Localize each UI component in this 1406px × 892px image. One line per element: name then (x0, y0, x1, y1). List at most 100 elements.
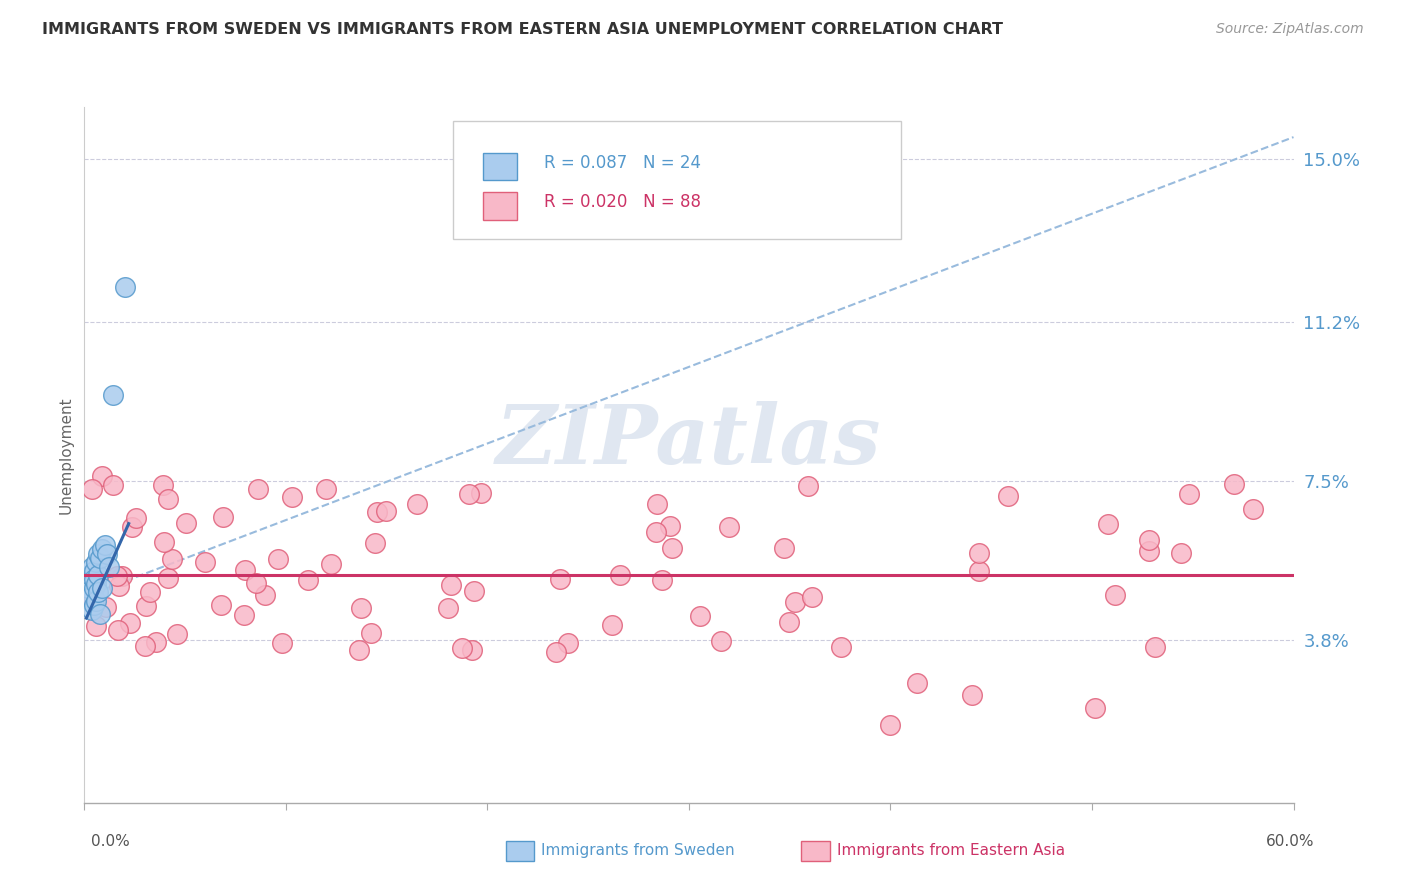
Point (166, 627, 188, 641)
Point (86, 594, 108, 608)
Point (160, 551, 183, 566)
Point (1170, 546, 1192, 560)
Point (194, 555, 217, 569)
Point (101, 478, 124, 492)
Point (79, 590, 101, 604)
FancyBboxPatch shape (484, 153, 517, 180)
Point (145, 634, 167, 648)
Point (463, 583, 485, 598)
Point (271, 636, 294, 650)
Text: ZIPatlas: ZIPatlas (496, 401, 882, 481)
Point (86, 576, 108, 591)
Point (1084, 701, 1107, 715)
FancyBboxPatch shape (484, 193, 517, 219)
Point (233, 563, 256, 577)
Point (1104, 588, 1126, 602)
Point (176, 516, 198, 531)
Point (1178, 487, 1201, 501)
Text: 0.0%: 0.0% (91, 834, 131, 849)
Point (319, 557, 342, 571)
Point (997, 489, 1019, 503)
Point (470, 486, 492, 500)
Point (90, 469, 112, 483)
Point (101, 388, 124, 402)
Point (600, 618, 623, 632)
Point (406, 497, 429, 511)
Point (86, 555, 108, 569)
Point (650, 573, 672, 587)
Point (797, 479, 820, 493)
Point (460, 643, 482, 657)
Point (645, 525, 668, 540)
Point (548, 572, 571, 586)
Point (1222, 477, 1244, 491)
Point (156, 491, 179, 506)
Point (960, 689, 983, 703)
Text: 60.0%: 60.0% (1267, 834, 1315, 849)
Point (609, 567, 631, 582)
Point (87, 547, 110, 561)
Point (830, 640, 852, 654)
Point (79, 568, 101, 582)
Point (440, 578, 463, 592)
Text: R = 0.020   N = 88: R = 0.020 N = 88 (544, 194, 700, 211)
Point (82, 591, 104, 606)
Point (89, 551, 111, 566)
Point (152, 477, 174, 491)
Point (1137, 533, 1160, 548)
Point (83, 599, 105, 613)
Point (1097, 516, 1119, 531)
Point (458, 487, 481, 501)
Point (689, 609, 711, 624)
Point (97, 559, 120, 574)
Point (87, 568, 110, 582)
Point (91, 542, 114, 557)
Point (661, 541, 683, 555)
Point (93, 538, 115, 552)
Point (83, 573, 105, 587)
Point (546, 645, 568, 659)
Point (83, 573, 105, 587)
Point (557, 636, 579, 650)
Text: Immigrants from Eastern Asia: Immigrants from Eastern Asia (837, 844, 1064, 858)
Point (83, 564, 105, 578)
Point (783, 594, 806, 608)
Point (233, 607, 256, 622)
Point (246, 483, 269, 497)
Point (134, 640, 156, 654)
Point (436, 601, 458, 615)
Point (212, 510, 235, 524)
Point (124, 511, 146, 525)
Point (710, 634, 733, 648)
Text: IMMIGRANTS FROM SWEDEN VS IMMIGRANTS FROM EASTERN ASIA UNEMPLOYMENT CORRELATION : IMMIGRANTS FROM SWEDEN VS IMMIGRANTS FRO… (42, 22, 1002, 37)
Point (297, 574, 319, 588)
Point (89, 607, 111, 621)
Point (105, 569, 128, 583)
Point (1241, 501, 1264, 516)
Point (107, 579, 129, 593)
Y-axis label: Unemployment: Unemployment (58, 396, 73, 514)
Point (153, 534, 176, 549)
Point (360, 626, 382, 640)
Point (967, 565, 990, 579)
Point (659, 519, 682, 533)
Text: Immigrants from Sweden: Immigrants from Sweden (541, 844, 735, 858)
Point (254, 589, 277, 603)
Point (157, 571, 180, 585)
Point (281, 490, 304, 504)
Point (366, 505, 388, 519)
Point (879, 718, 901, 732)
Point (83, 581, 105, 595)
Point (967, 546, 990, 560)
Point (315, 483, 337, 497)
Point (96, 547, 118, 561)
Point (364, 536, 387, 550)
Point (118, 616, 141, 631)
Point (800, 590, 823, 604)
FancyBboxPatch shape (453, 121, 901, 239)
Point (1137, 544, 1160, 558)
Point (107, 624, 129, 638)
Point (778, 615, 800, 629)
Point (84, 619, 107, 633)
Point (375, 503, 398, 517)
